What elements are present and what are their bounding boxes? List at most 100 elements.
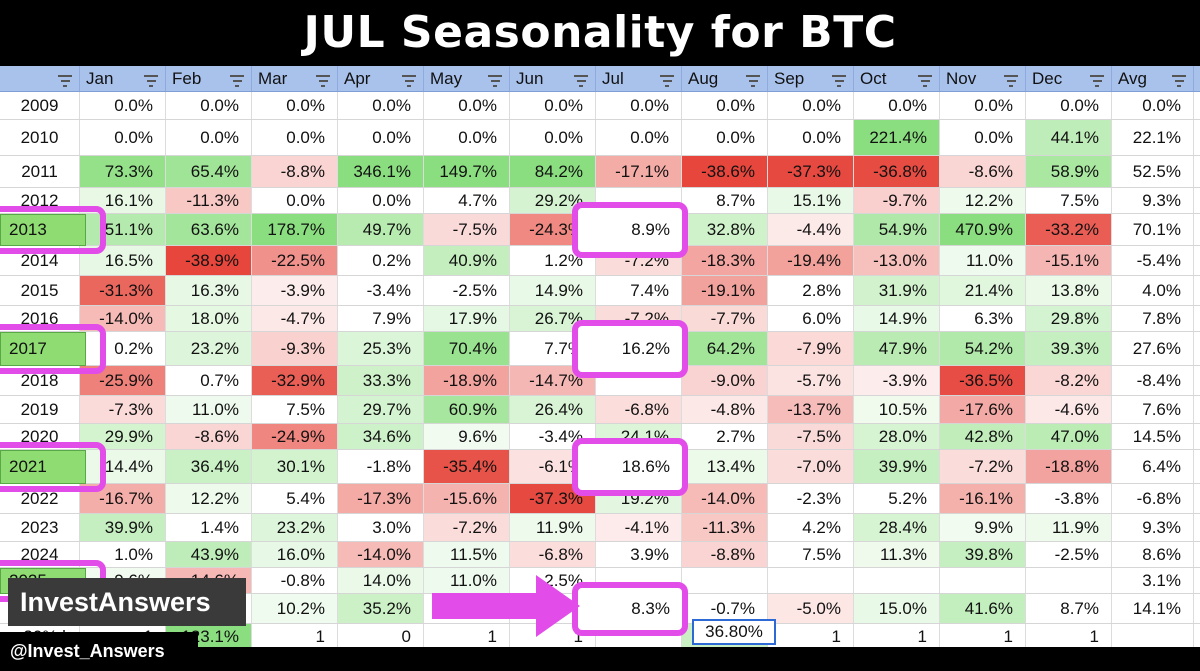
filter-icon[interactable] [1003, 75, 1019, 87]
data-cell [596, 366, 682, 395]
data-cell: -7.0% [768, 450, 854, 483]
data-cell: 5.2% [854, 484, 940, 513]
data-cell: 7.5% [768, 542, 854, 567]
data-cell: 28.0% [854, 424, 940, 449]
filter-icon[interactable] [1089, 75, 1105, 87]
data-cell: -36.8% [854, 156, 940, 187]
year-highlight-box [0, 206, 106, 254]
data-cell: -31.3% [80, 276, 166, 305]
column-header-label: Sep [774, 68, 805, 88]
column-header-label: Nov [946, 68, 977, 88]
year-cell: 2015 [0, 276, 80, 305]
data-cell: 65.4% [166, 156, 252, 187]
data-cell: -7.9% [768, 332, 854, 365]
data-cell: 1 [510, 624, 596, 649]
data-cell: -4.4% [768, 214, 854, 245]
data-cell: -8.8% [682, 542, 768, 567]
column-header-nov[interactable]: Nov [940, 66, 1026, 91]
data-cell: 9.3% [1112, 188, 1194, 213]
data-cell: 0.0% [80, 120, 166, 155]
data-cell: 1.4% [166, 514, 252, 541]
data-cell [854, 568, 940, 593]
data-cell: 0.0% [252, 92, 338, 119]
data-cell: 0.0% [166, 92, 252, 119]
filter-icon[interactable] [659, 75, 675, 87]
data-cell: -5.7% [768, 366, 854, 395]
data-cell: 44.1% [1026, 120, 1112, 155]
column-header-apr[interactable]: Apr [338, 66, 424, 91]
column-header-jan[interactable]: Jan [80, 66, 166, 91]
column-header-jul[interactable]: Jul [596, 66, 682, 91]
filter-icon[interactable] [57, 75, 73, 87]
column-header-mar[interactable]: Mar [252, 66, 338, 91]
seasonality-table: Jan Feb Mar Apr May Jun Jul Aug Sep Oct Nov Dec Avg 2… [0, 66, 1200, 650]
table-row: 2020 29.9% -8.6% -24.9% 34.6% 9.6% -3.4% 24.1% 2… [0, 424, 1200, 450]
column-header-jun[interactable]: Jun [510, 66, 596, 91]
year-cell: 2023 [0, 514, 80, 541]
jul-highlight-box: 18.6% [572, 438, 688, 496]
data-cell: 39.8% [940, 542, 1026, 567]
filter-icon[interactable] [745, 75, 761, 87]
data-cell: 6.0% [768, 306, 854, 331]
selected-cell[interactable]: 36.80% [692, 619, 776, 645]
column-header-feb[interactable]: Feb [166, 66, 252, 91]
column-header-may[interactable]: May [424, 66, 510, 91]
filter-icon[interactable] [229, 75, 245, 87]
brand-handle: @Invest_Answers [0, 632, 198, 671]
bottom-bar [0, 647, 1200, 671]
highlighted-year-cell: 2017 [0, 332, 86, 366]
data-cell: -4.7% [252, 306, 338, 331]
data-cell: -0.7% [682, 594, 768, 623]
column-header-oct[interactable]: Oct [854, 66, 940, 91]
column-header-dec[interactable]: Dec [1026, 66, 1112, 91]
data-cell: 29.7% [338, 396, 424, 423]
data-cell: 14.1% [1112, 594, 1194, 623]
data-cell: -14.0% [80, 306, 166, 331]
data-cell: 0.0% [338, 188, 424, 213]
data-cell: 25.3% [338, 332, 424, 365]
data-cell: -13.0% [854, 246, 940, 275]
data-cell: 11.9% [510, 514, 596, 541]
data-cell: 11.0% [424, 568, 510, 593]
filter-icon[interactable] [487, 75, 503, 87]
data-cell: -7.7% [682, 306, 768, 331]
column-header-sep[interactable]: Sep [768, 66, 854, 91]
data-cell: 9.3% [1112, 514, 1194, 541]
filter-icon[interactable] [315, 75, 331, 87]
column-header-label: Jul [602, 68, 624, 88]
data-cell: 0.7% [166, 366, 252, 395]
column-header-aug[interactable]: Aug [682, 66, 768, 91]
data-cell: 7.5% [252, 396, 338, 423]
table-row: 10.2%35.2%8.3%-0.7%-5.0%15.0%41.6%8.7%14… [0, 594, 1200, 624]
data-cell: -7.3% [80, 396, 166, 423]
data-cell: -4.6% [1026, 396, 1112, 423]
data-cell: 0.0% [510, 120, 596, 155]
data-cell: 0.0% [338, 120, 424, 155]
filter-icon[interactable] [573, 75, 589, 87]
data-cell: 4.2% [768, 514, 854, 541]
filter-icon[interactable] [831, 75, 847, 87]
data-cell: 14.0% [338, 568, 424, 593]
data-cell: 29.8% [1026, 306, 1112, 331]
column-header-label: Apr [344, 68, 371, 88]
data-cell: -4.8% [682, 396, 768, 423]
data-cell: 10.5% [854, 396, 940, 423]
data-cell: -7.5% [768, 424, 854, 449]
data-cell: 16.0% [252, 542, 338, 567]
filter-icon[interactable] [1171, 75, 1187, 87]
filter-icon[interactable] [143, 75, 159, 87]
data-cell: 4.7% [424, 188, 510, 213]
column-header-avg[interactable]: Avg [1112, 66, 1194, 91]
column-header-year[interactable] [0, 66, 80, 91]
table-row: 2012 16.1% -11.3% 0.0% 0.0% 4.7% 29.2% 8.7% 15.1… [0, 188, 1200, 214]
filter-icon[interactable] [401, 75, 417, 87]
data-cell: 0.0% [338, 92, 424, 119]
data-cell: -32.9% [252, 366, 338, 395]
data-cell: -16.1% [940, 484, 1026, 513]
data-cell: 0.0% [1112, 92, 1194, 119]
data-cell: 1 [768, 624, 854, 649]
data-cell: 11.0% [940, 246, 1026, 275]
year-cell: 2018 [0, 366, 80, 395]
data-cell: 1.0% [80, 542, 166, 567]
filter-icon[interactable] [917, 75, 933, 87]
